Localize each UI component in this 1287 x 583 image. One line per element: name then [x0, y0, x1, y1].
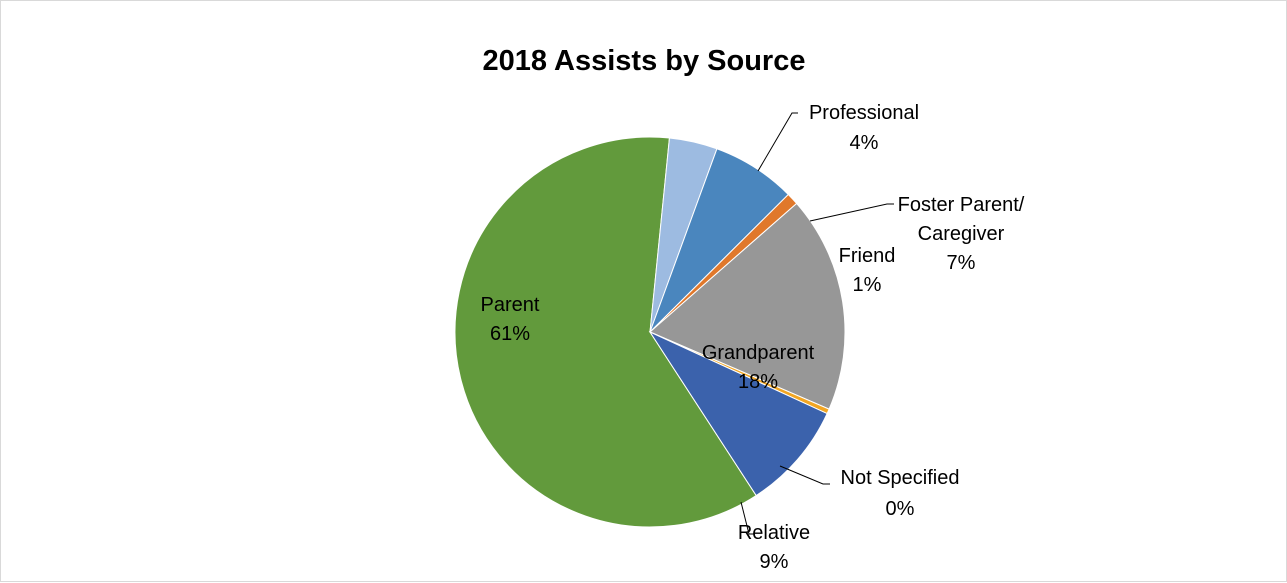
- data-label-professional: Professional 4%: [809, 102, 919, 154]
- leader-lines: [740, 112, 894, 535]
- leader-line-not-specified: [779, 465, 830, 485]
- leader-line-foster-parent-caregiver: [809, 203, 894, 222]
- pie-slice-relative: [648, 330, 828, 497]
- data-label-parent: Parent 61%: [481, 294, 540, 345]
- data-label-grandparent: Grandparent 18%: [702, 342, 815, 393]
- leader-line-professional: [757, 112, 798, 172]
- leader-line-relative: [740, 501, 755, 535]
- pie-slice-grandparent: [649, 202, 846, 410]
- data-label-not-specified: Not Specified 0%: [841, 467, 960, 520]
- slice-labels: Parent 61% Professional 4% Foster Parent/Car…: [481, 102, 1025, 573]
- data-label-foster-parent-caregiver: Foster Parent/Caregiver 7%: [898, 194, 1025, 274]
- pie-slices: [454, 136, 846, 528]
- data-label-relative: Relative 9%: [738, 522, 810, 573]
- chart-title: 2018 Assists by Source: [483, 45, 806, 77]
- pie-slice-parent: [454, 136, 757, 528]
- data-label-friend: Friend 1%: [839, 245, 896, 296]
